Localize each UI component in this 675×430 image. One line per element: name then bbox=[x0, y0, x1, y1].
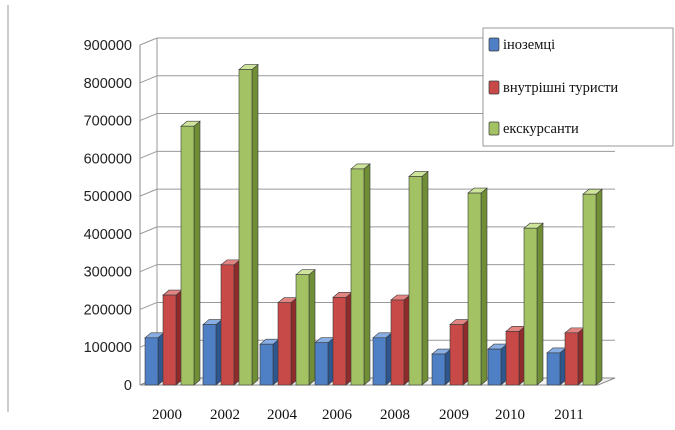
bar-front bbox=[332, 297, 347, 386]
side-gridline bbox=[139, 75, 158, 84]
bar-front bbox=[162, 294, 177, 386]
bar-front bbox=[487, 348, 502, 386]
bar-внутрішні-туристи-2002 bbox=[220, 259, 241, 386]
legend-label: екскурсанти bbox=[503, 121, 579, 137]
bar-іноземці-2008 bbox=[372, 332, 393, 386]
x-tick-label: 2002 bbox=[210, 407, 240, 423]
bar-іноземці-2010 bbox=[487, 343, 508, 386]
side-gridline bbox=[139, 226, 158, 235]
side-gridline bbox=[139, 188, 158, 197]
bar-side bbox=[363, 163, 371, 386]
bar-side bbox=[536, 222, 544, 386]
bar-front bbox=[144, 337, 159, 386]
bar-внутрішні-туристи-2011 bbox=[564, 327, 585, 386]
x-tick-label: 2011 bbox=[554, 407, 583, 423]
bar-екскурсанти-2002 bbox=[238, 63, 259, 386]
y-axis-tick-labels: 0 100000 200000 300000 400000 500000 600000 700… bbox=[84, 38, 132, 394]
bars bbox=[144, 63, 603, 386]
bar-внутрішні-туристи-2008 bbox=[390, 294, 411, 386]
bar-екскурсанти-2004 bbox=[295, 269, 316, 386]
bar-front bbox=[350, 168, 365, 386]
bar-іноземці-2000 bbox=[144, 332, 165, 386]
bar-front bbox=[372, 337, 387, 386]
bar-іноземці-2004 bbox=[259, 338, 280, 386]
legend-label: іноземці bbox=[503, 37, 555, 53]
bar-front bbox=[431, 353, 446, 386]
bar-екскурсанти-2006 bbox=[350, 163, 371, 386]
bar-front bbox=[449, 324, 464, 386]
side-gridline bbox=[139, 37, 158, 46]
y-tick-label: 0 bbox=[124, 378, 132, 394]
bar-front bbox=[277, 302, 292, 386]
bar-front bbox=[180, 125, 195, 386]
bar-front bbox=[390, 299, 405, 386]
side-gridline bbox=[139, 113, 158, 122]
side-gridline bbox=[139, 264, 158, 273]
x-axis-tick-labels: 2000 2002 2004 2006 2008 2009 2010 2011 bbox=[152, 407, 584, 423]
y-tick-label: 400000 bbox=[84, 227, 132, 243]
y-tick-label: 800000 bbox=[84, 76, 132, 92]
bar-іноземці-2009 bbox=[431, 348, 452, 386]
bar-side bbox=[421, 170, 429, 386]
bar-внутрішні-туристи-2010 bbox=[505, 325, 526, 386]
legend-swatch bbox=[488, 37, 500, 52]
bar-внутрішні-туристи-2000 bbox=[162, 289, 183, 386]
y-tick-label: 100000 bbox=[84, 340, 132, 356]
side-gridline bbox=[139, 301, 158, 310]
y-tick-label: 300000 bbox=[84, 265, 132, 281]
side-gridline bbox=[139, 150, 158, 159]
bar-side bbox=[480, 187, 488, 386]
bar-front bbox=[202, 324, 217, 386]
bar-front bbox=[314, 342, 329, 386]
bar-front bbox=[259, 343, 274, 386]
bar-іноземці-2011 bbox=[546, 347, 567, 386]
bar-side bbox=[251, 63, 259, 386]
y-tick-label: 600000 bbox=[84, 151, 132, 167]
bar-front bbox=[582, 193, 597, 386]
bar-side bbox=[595, 188, 603, 386]
y-tick-label: 900000 bbox=[84, 38, 132, 54]
bar-side bbox=[308, 269, 316, 386]
bar-front bbox=[546, 352, 561, 386]
legend-swatch bbox=[488, 121, 500, 136]
bar-front bbox=[564, 332, 579, 386]
bar-front bbox=[238, 69, 253, 386]
legend-swatch bbox=[488, 80, 500, 95]
x-tick-label: 2006 bbox=[322, 407, 353, 423]
legend: іноземці внутрішні туристи екскурсанти bbox=[482, 27, 674, 147]
y-tick-label: 700000 bbox=[84, 114, 132, 130]
bar-екскурсанти-2000 bbox=[180, 120, 201, 386]
bar-side bbox=[193, 120, 201, 386]
y-tick-label: 500000 bbox=[84, 189, 132, 205]
bar-внутрішні-туристи-2004 bbox=[277, 297, 298, 386]
x-tick-label: 2000 bbox=[152, 407, 182, 423]
bar-front bbox=[467, 192, 482, 386]
y-tick-label: 200000 bbox=[84, 302, 132, 318]
bar-front bbox=[505, 331, 520, 386]
bar-внутрішні-туристи-2009 bbox=[449, 318, 470, 386]
x-tick-label: 2010 bbox=[495, 407, 525, 423]
x-tick-label: 2004 bbox=[267, 407, 298, 423]
legend-label: внутрішні туристи bbox=[503, 80, 618, 96]
x-tick-label: 2009 bbox=[439, 407, 469, 423]
bar-front bbox=[220, 264, 235, 386]
bar-front bbox=[523, 227, 538, 386]
bar-іноземці-2002 bbox=[202, 318, 223, 386]
bar-екскурсанти-2009 bbox=[467, 187, 488, 386]
bar-екскурсанти-2011 bbox=[582, 188, 603, 386]
legend-box bbox=[482, 27, 674, 147]
bar-front bbox=[295, 274, 310, 386]
x-tick-label: 2008 bbox=[380, 407, 410, 423]
bar-екскурсанти-2008 bbox=[408, 170, 429, 386]
bar-front bbox=[408, 176, 423, 386]
bar-екскурсанти-2010 bbox=[523, 222, 544, 386]
bar-внутрішні-туристи-2006 bbox=[332, 291, 353, 386]
bar-іноземці-2006 bbox=[314, 337, 335, 386]
